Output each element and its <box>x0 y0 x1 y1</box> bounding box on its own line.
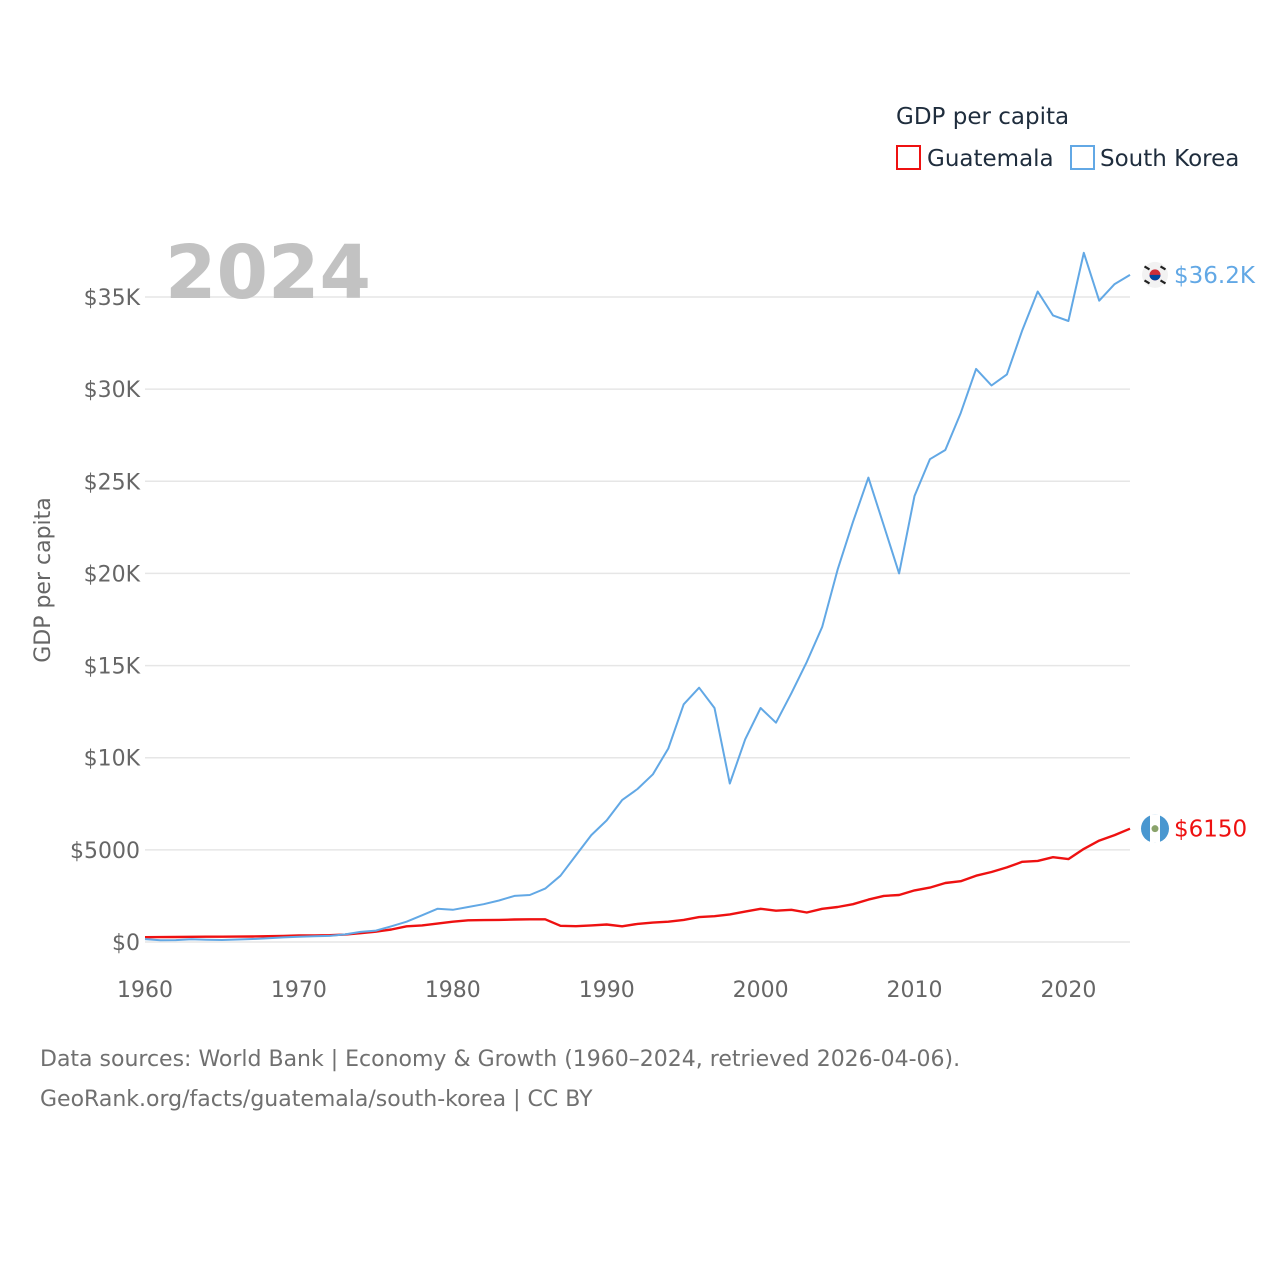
legend-label-south-korea: South Korea <box>1100 146 1239 172</box>
source-link[interactable]: GeoRank.org/facts/guatemala/south-korea … <box>40 1087 593 1112</box>
grid-lines <box>145 296 1130 943</box>
legend[interactable]: GDP per capita Guatemala South Korea <box>896 104 1239 172</box>
series-line-guatemala[interactable] <box>144 827 1131 939</box>
y-tick-label: $20K <box>84 562 141 587</box>
y-axis-ticks: $0 $5000 $10K $15K $20K $25K $30K $35K <box>70 286 141 956</box>
series-lines <box>144 251 1131 942</box>
end-value-label-south-korea: $36.2K <box>1174 263 1256 289</box>
x-tick-label: 2010 <box>887 978 943 1003</box>
legend-label-guatemala: Guatemala <box>927 146 1054 172</box>
south-korea-flag-icon <box>1142 261 1168 288</box>
legend-title: GDP per capita <box>896 104 1069 130</box>
y-axis-label: GDP per capita <box>31 497 56 663</box>
legend-item-guatemala[interactable]: Guatemala <box>896 145 1054 172</box>
legend-swatch-guatemala <box>896 145 921 170</box>
x-tick-label: 1960 <box>117 978 173 1003</box>
legend-swatch-south-korea <box>1070 145 1095 170</box>
y-tick-label: $25K <box>84 470 141 495</box>
x-tick-label: 2000 <box>733 978 789 1003</box>
series-line-south-korea[interactable] <box>144 251 1131 942</box>
year-label: 2024 <box>165 230 371 316</box>
x-tick-label: 1970 <box>271 978 327 1003</box>
x-tick-label: 1990 <box>579 978 635 1003</box>
y-tick-label: $15K <box>84 655 141 680</box>
source-footer: Data sources: World Bank | Economy & Gro… <box>40 1040 960 1120</box>
guatemala-flag-icon <box>1141 814 1169 843</box>
x-tick-label: 1980 <box>425 978 481 1003</box>
y-tick-label: $0 <box>112 931 140 956</box>
source-line: Data sources: World Bank | Economy & Gro… <box>40 1047 961 1072</box>
y-tick-label: $10K <box>84 747 141 772</box>
y-tick-label: $35K <box>84 286 141 311</box>
end-value-label-guatemala: $6150 <box>1174 817 1247 843</box>
x-tick-label: 2020 <box>1040 978 1096 1003</box>
legend-item-south-korea[interactable]: South Korea <box>1070 145 1239 172</box>
y-tick-label: $30K <box>84 378 141 403</box>
end-labels: $6150 $36.2K <box>1141 261 1256 843</box>
x-axis-ticks: 1960 1970 1980 1990 2000 2010 2020 <box>117 978 1096 1003</box>
y-tick-label: $5000 <box>70 839 140 864</box>
